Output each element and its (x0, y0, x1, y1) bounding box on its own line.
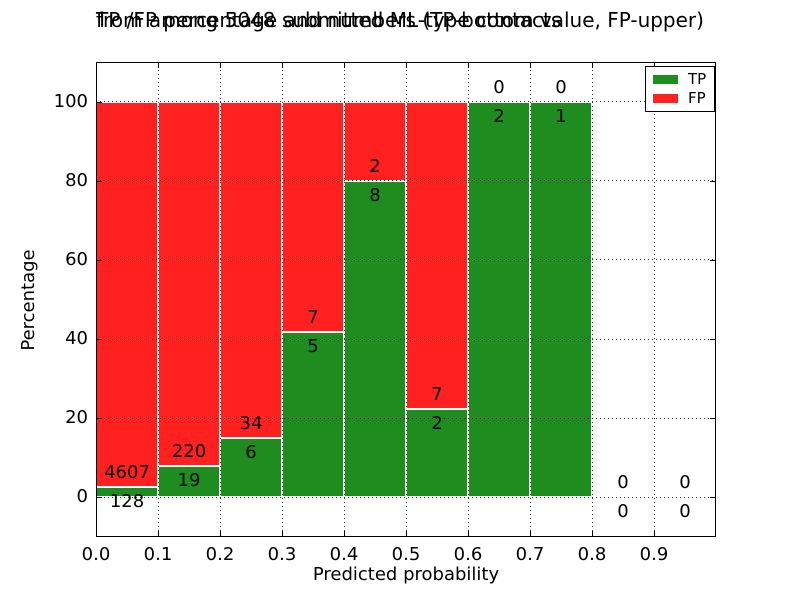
y-tick-right (710, 418, 716, 420)
y-tick-left (96, 180, 102, 182)
grid-line-v (281, 62, 283, 537)
x-tick-bottom (592, 531, 593, 537)
x-tick-top (530, 62, 531, 68)
y-tick-left (96, 339, 102, 341)
x-tick-top (406, 62, 407, 68)
x-tick-label: 0.8 (577, 544, 607, 565)
fp-color-swatch (653, 94, 678, 104)
grid-line-v (219, 62, 221, 537)
bar-label-fp: 0 (617, 472, 629, 494)
bar-fp (344, 101, 406, 181)
grid-line-v (529, 62, 531, 537)
bar-label-tp: 8 (369, 184, 381, 206)
bar-label-fp: 2 (369, 155, 381, 177)
y-tick-right (710, 497, 716, 499)
x-tick-bottom (468, 531, 469, 537)
bar-label-tp: 1 (555, 105, 567, 127)
y-tick-left (96, 259, 102, 261)
y-tick-label: 20 (65, 407, 88, 429)
chart-title-line1: TP /FP percentage and numbers (TP-bottom… (96, 8, 704, 32)
x-tick-top (592, 62, 593, 68)
axes-frame (96, 62, 716, 537)
y-tick-label: 40 (65, 328, 88, 350)
y-tick-right (710, 180, 716, 182)
x-tick-bottom (282, 531, 283, 537)
x-tick-top (344, 62, 345, 68)
bar-fp (158, 101, 220, 466)
y-axis-label: Percentage (18, 249, 39, 351)
grid-line-v (653, 62, 655, 537)
x-tick-label: 0.6 (453, 544, 483, 565)
x-tick-top (282, 62, 283, 68)
x-tick-label: 0.5 (391, 544, 421, 565)
x-tick-top (96, 62, 97, 68)
grid-line-v (467, 62, 469, 537)
x-tick-bottom (220, 531, 221, 537)
x-tick-bottom (344, 531, 345, 537)
x-tick-top (654, 62, 655, 68)
x-tick-bottom (530, 531, 531, 537)
bar-label-fp: 34 (239, 413, 263, 435)
y-tick-right (710, 259, 716, 261)
legend: TP FP (645, 66, 715, 112)
grid-line-v (157, 62, 159, 537)
legend-label-fp: FP (688, 89, 706, 108)
bar-label-fp: 7 (307, 307, 319, 329)
bar-label-fp: 0 (493, 76, 505, 98)
bar-label-tp: 6 (245, 442, 257, 464)
legend-item-fp: FP (646, 91, 714, 106)
bar-label-tp: 19 (177, 469, 201, 491)
bar-label-tp: 0 (679, 501, 691, 523)
grid-line-v (405, 62, 407, 537)
chart-title-line2: from among 5048 submitted ML-type contac… (96, 8, 562, 32)
x-tick-bottom (406, 531, 407, 537)
x-tick-bottom (158, 531, 159, 537)
y-tick-left (96, 497, 102, 499)
x-tick-top (220, 62, 221, 68)
x-tick-label: 0.3 (267, 544, 297, 565)
x-tick-bottom (96, 531, 97, 537)
bar-label-tp: 5 (307, 336, 319, 358)
legend-label-tp: TP (688, 69, 707, 88)
x-axis-label: Predicted probability (312, 564, 500, 585)
x-tick-top (468, 62, 469, 68)
bar-label-fp: 0 (679, 472, 691, 494)
bar-label-tp: 2 (493, 105, 505, 127)
grid-line-v (343, 62, 345, 537)
bar-label-fp: 4607 (104, 461, 150, 483)
bar-label-fp: 220 (171, 440, 207, 462)
bar-label-tp: 128 (109, 490, 145, 512)
y-tick-left (96, 418, 102, 420)
bar-label-tp: 0 (617, 501, 629, 523)
grid-line-v (591, 62, 593, 537)
x-tick-label: 0.2 (205, 544, 235, 565)
bar-label-fp: 0 (555, 76, 567, 98)
legend-item-tp: TP (646, 69, 714, 88)
y-tick-label: 60 (65, 248, 88, 270)
y-tick-label: 100 (53, 90, 88, 112)
bar-fp (220, 101, 282, 439)
x-tick-top (158, 62, 159, 68)
x-tick-label: 0.9 (639, 544, 669, 565)
bar-fp (406, 101, 468, 410)
y-tick-label: 80 (65, 169, 88, 191)
x-tick-label: 0.4 (329, 544, 359, 565)
y-tick-label: 0 (76, 486, 88, 508)
x-tick-bottom (654, 531, 655, 537)
y-tick-right (710, 339, 716, 341)
bar-label-fp: 7 (431, 384, 443, 406)
x-tick-label: 0.1 (143, 544, 173, 565)
bar-label-tp: 2 (431, 413, 443, 435)
bar-fp (282, 101, 344, 333)
x-tick-label: 0.7 (515, 544, 545, 565)
tp-color-swatch (653, 74, 678, 84)
y-tick-left (96, 101, 102, 103)
x-tick-label: 0.0 (81, 544, 111, 565)
